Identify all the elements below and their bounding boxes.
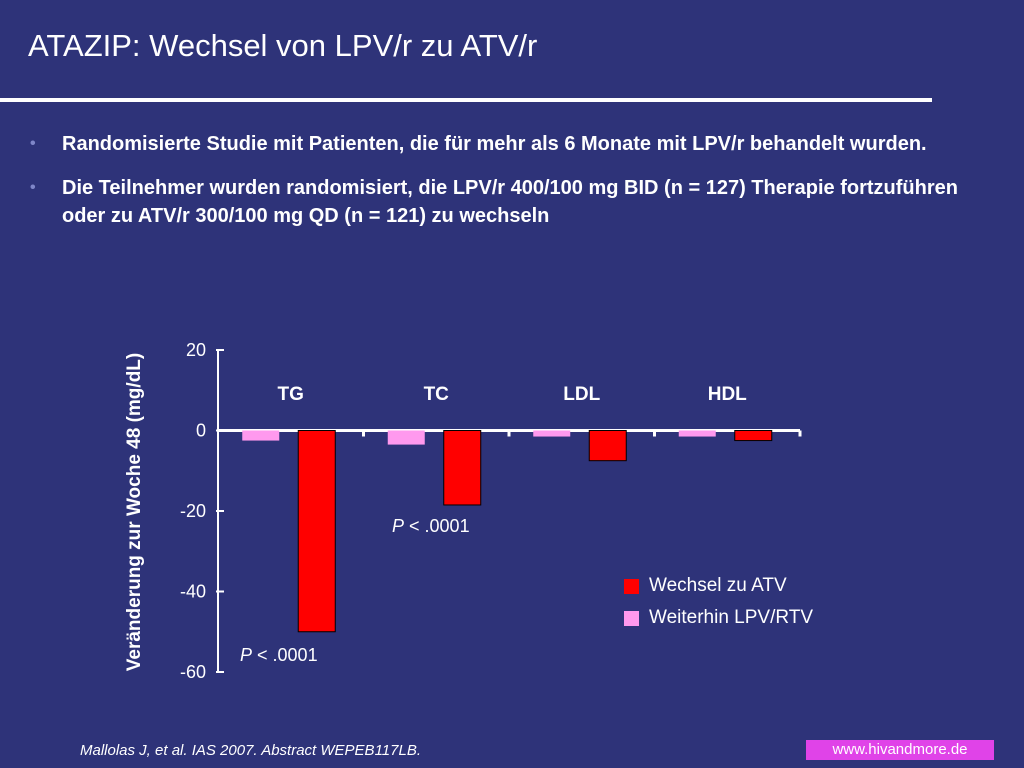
bullet-list: • Randomisierte Studie mit Patienten, di…: [30, 130, 990, 246]
bullet-item: • Die Teilnehmer wurden randomisiert, di…: [30, 174, 990, 230]
category-label: TG: [278, 384, 304, 405]
bar-ldl-series-1: [588, 430, 627, 462]
legend-item-lpv: Weiterhin LPV/RTV: [624, 602, 813, 634]
p-value-text: < .0001: [404, 516, 470, 536]
p-value-annotation-tg: P < .0001: [240, 645, 318, 666]
bar-tg-series-1: [297, 430, 336, 633]
slide-title: ATAZIP: Wechsel von LPV/r zu ATV/r: [28, 28, 538, 63]
bullet-marker: •: [30, 179, 36, 196]
bar-ldl-series-0: [533, 430, 571, 437]
category-label: HDL: [708, 384, 747, 405]
bar-tc-series-0: [387, 430, 425, 445]
y-axis-label: Veränderung zur Woche 48 (mg/dL): [124, 352, 145, 672]
legend-swatch-atv: [624, 578, 639, 594]
legend-label: Wechsel zu ATV: [649, 575, 787, 596]
bullet-marker: •: [30, 135, 36, 152]
category-label: LDL: [563, 384, 600, 405]
bullet-text: Randomisierte Studie mit Patienten, die …: [62, 133, 927, 155]
y-axis-label-container: Veränderung zur Woche 48 (mg/dL): [119, 322, 151, 702]
category-label: TC: [424, 384, 450, 405]
p-symbol: P: [240, 645, 253, 665]
title-divider: [0, 98, 932, 102]
bar-tg-series-0: [242, 430, 280, 441]
p-value-annotation-tc: P < .0001: [392, 516, 470, 537]
y-tick-label: 20: [186, 340, 206, 360]
legend-label: Weiterhin LPV/RTV: [649, 607, 814, 628]
y-tick-label: -20: [180, 501, 206, 521]
p-symbol: P: [392, 516, 405, 536]
bar-tc-series-1: [443, 430, 482, 506]
bullet-text: Die Teilnehmer wurden randomisiert, die …: [62, 177, 958, 227]
bar-hdl-series-0: [678, 430, 716, 437]
y-tick-label: -60: [180, 662, 206, 682]
bar-hdl-series-1: [734, 430, 773, 442]
y-tick-label: -40: [180, 582, 206, 602]
legend-item-atv: Wechsel zu ATV: [624, 570, 813, 602]
chart-legend: Wechsel zu ATV Weiterhin LPV/RTV: [624, 570, 813, 634]
legend-swatch-lpv: [624, 610, 639, 626]
bullet-item: • Randomisierte Studie mit Patienten, di…: [30, 130, 990, 158]
website-link[interactable]: www.hivandmore.de: [806, 740, 994, 760]
citation: Mallolas J, et al. IAS 2007. Abstract WE…: [80, 742, 421, 759]
p-value-text: < .0001: [252, 645, 318, 665]
y-tick-label: 0: [196, 421, 206, 441]
